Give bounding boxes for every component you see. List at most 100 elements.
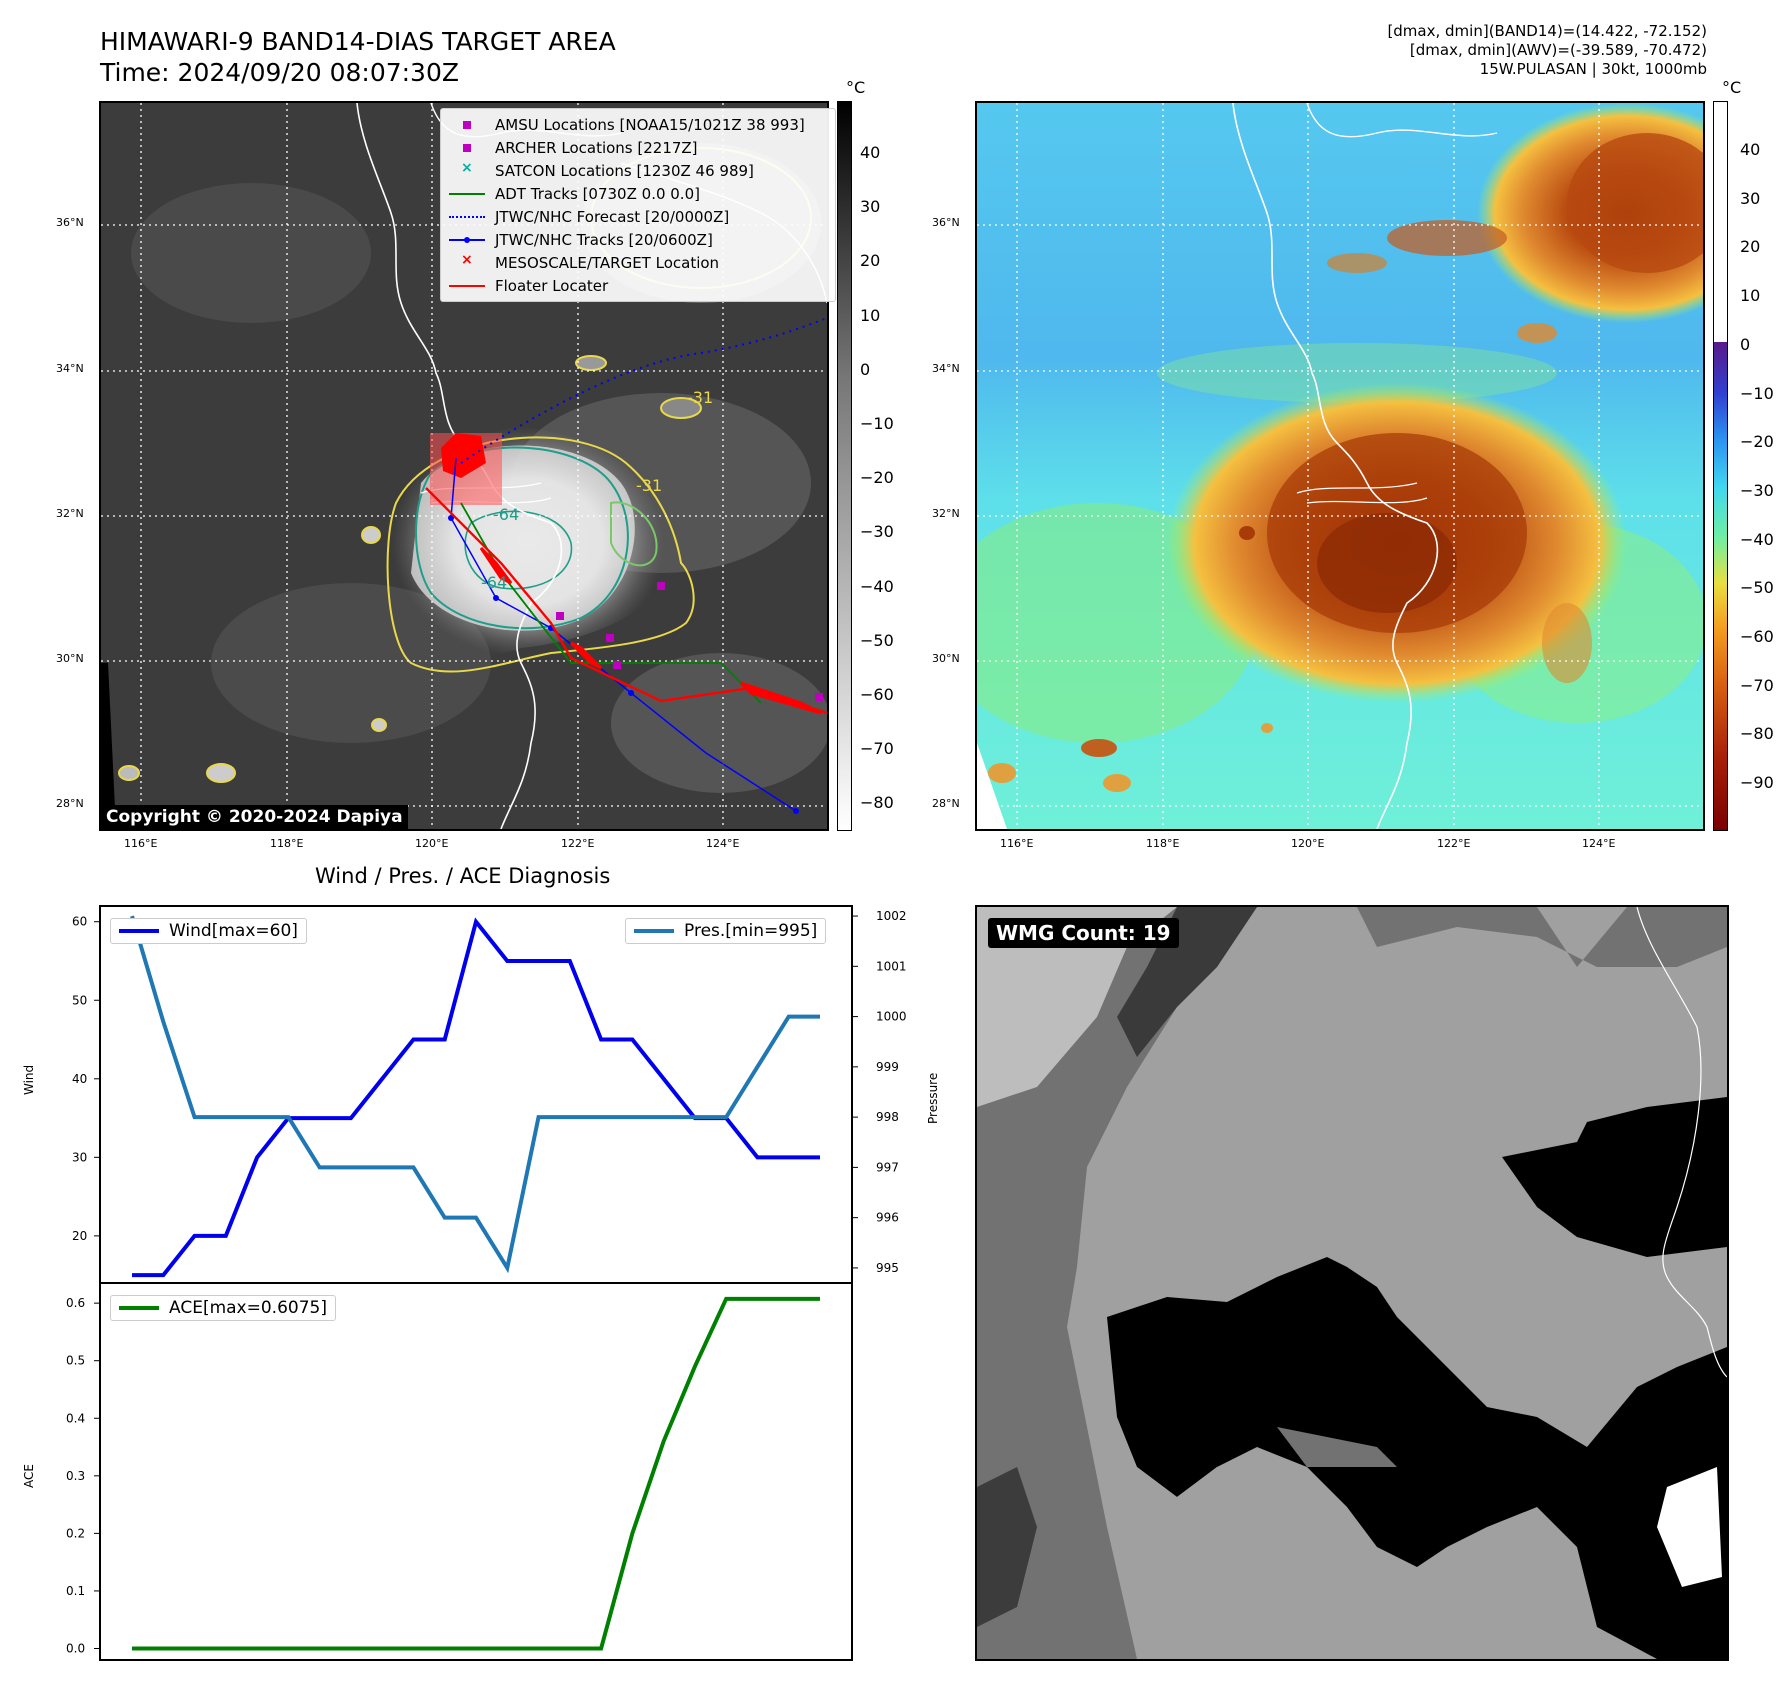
awv-band xyxy=(1327,253,1387,273)
wmg-white xyxy=(1657,1467,1722,1587)
small-cell xyxy=(361,526,381,544)
coastline xyxy=(1232,103,1439,829)
colorbar-left xyxy=(837,101,852,831)
wind-tick-label: 60 xyxy=(72,915,87,929)
floater-blob xyxy=(441,433,486,478)
contour-label: -31 xyxy=(687,388,713,407)
wmg-black-ne xyxy=(1502,1097,1727,1257)
awv-storm-core xyxy=(1317,513,1457,613)
lat-label: 36°N xyxy=(932,216,960,229)
colorbar-tick: −10 xyxy=(1740,383,1774,403)
contour-64 xyxy=(415,446,629,630)
coastline-north xyxy=(1306,103,1498,138)
wmg-mid-dark xyxy=(977,907,1257,1659)
small-cell xyxy=(371,718,387,732)
track-legend: AMSU Locations [NOAA15/1021Z 38 993] ARC… xyxy=(440,108,836,302)
pressure-legend: Pres.[min=995] xyxy=(625,918,827,944)
lat-label: 34°N xyxy=(56,362,84,375)
map-edge-black xyxy=(101,662,116,829)
lat-label: 30°N xyxy=(56,652,84,665)
wmg-dark-band xyxy=(1117,907,1257,1057)
pressure-tick-label: 996 xyxy=(876,1211,899,1225)
colorbar-right xyxy=(1713,101,1728,831)
legend-item-forecast: JTWC/NHC Forecast [20/0000Z] xyxy=(449,205,827,228)
lat-label: 30°N xyxy=(932,652,960,665)
ace-tick-label: 0.5 xyxy=(66,1354,85,1368)
colorbar-tick: 10 xyxy=(860,305,881,325)
contour-label: -64 xyxy=(481,573,507,592)
awv-band xyxy=(1542,603,1592,683)
colorbar-tick: −90 xyxy=(1740,773,1774,793)
pressure-tick-label: 997 xyxy=(876,1160,899,1174)
contour-green xyxy=(610,501,658,567)
wind-legend: Wind[max=60] xyxy=(110,918,307,944)
lat-label: 32°N xyxy=(56,507,84,520)
colorbar-tick: −80 xyxy=(860,793,894,813)
ace-line xyxy=(132,1296,820,1651)
small-cell xyxy=(118,765,140,781)
lon-label: 124°E xyxy=(1582,837,1616,850)
colorbar-tick: −10 xyxy=(860,414,894,433)
ace-legend: ACE[max=0.6075] xyxy=(110,1295,336,1321)
ace-axis-label: ACE xyxy=(22,1464,36,1488)
colorbar-tick: −80 xyxy=(1740,724,1774,744)
ace-tick-label: 0.3 xyxy=(66,1469,85,1483)
ace-frame xyxy=(99,1282,853,1661)
legend-item-adt: ADT Tracks [0730Z 0.0 0.0] xyxy=(449,182,827,205)
colorbar-left-unit: °C xyxy=(846,78,866,97)
ace-legend-line-icon xyxy=(119,1306,159,1310)
awv-map-panel xyxy=(975,101,1705,831)
legend-item-archer: ARCHER Locations [2217Z] xyxy=(449,136,827,159)
gridlines xyxy=(977,103,1703,829)
awv-small-cell xyxy=(988,763,1016,783)
diagnosis-title: Wind / Pres. / ACE Diagnosis xyxy=(315,864,611,888)
wind-tick-label: 30 xyxy=(72,1150,87,1164)
river xyxy=(1296,482,1428,504)
storm-info: 15W.PULASAN | 30kt, 1000mb xyxy=(1479,60,1707,78)
awv-patch xyxy=(1157,343,1557,403)
colorbar-tick: −40 xyxy=(1740,529,1774,549)
wmg-coastline xyxy=(1636,907,1727,1378)
small-cell xyxy=(660,397,702,419)
wind-legend-line-icon xyxy=(119,929,159,933)
lon-label: 120°E xyxy=(415,837,449,850)
colorbar-tick: −70 xyxy=(1740,675,1774,695)
chart-axes: 20 30 40 50 60 995 996 997 998 999 1000 1001 1002 0.0… xyxy=(66,909,907,1655)
colorbar-tick: 0 xyxy=(860,359,871,379)
line-dot-icon xyxy=(449,231,485,249)
colorbar-tick: −30 xyxy=(1740,480,1774,500)
lat-label: 28°N xyxy=(932,797,960,810)
cloud-patch xyxy=(131,183,371,323)
pressure-line xyxy=(130,915,820,1274)
colorbar-right-unit: °C xyxy=(1722,78,1742,97)
contour-label: -31 xyxy=(636,476,662,495)
legend-item-amsu: AMSU Locations [NOAA15/1021Z 38 993] xyxy=(449,113,827,136)
wind-line xyxy=(132,917,820,1278)
lon-label: 116°E xyxy=(124,837,158,850)
colorbar-tick: 40 xyxy=(1740,140,1761,159)
wmg-light xyxy=(977,907,1177,1107)
wind-axis-label: Wind xyxy=(22,1064,36,1095)
lon-label: 124°E xyxy=(706,837,740,850)
contour-label: -64 xyxy=(493,505,519,524)
awv-north-cell xyxy=(1567,133,1703,273)
pressure-series xyxy=(130,915,820,1274)
colorbar-tick: −50 xyxy=(1740,578,1774,598)
small-cell xyxy=(575,355,607,371)
stats-awv: [dmax, dmin](AWV)=(-39.589, -70.472) xyxy=(1409,41,1707,59)
colorbar-tick: 20 xyxy=(1740,237,1761,257)
figure-time: Time: 2024/09/20 08:07:30Z xyxy=(100,58,459,87)
pressure-tick-label: 995 xyxy=(876,1261,899,1275)
lat-label: 36°N xyxy=(56,216,84,229)
ace-tick-label: 0.0 xyxy=(66,1641,85,1655)
legend-item-floater: Floater Locater xyxy=(449,274,827,297)
wind-tick-label: 20 xyxy=(72,1229,87,1243)
lon-label: 122°E xyxy=(561,837,595,850)
colorbar-tick: −30 xyxy=(860,522,894,542)
pressure-legend-line-icon xyxy=(634,929,674,933)
awv-small-cell xyxy=(1517,323,1557,343)
colorbar-tick: 20 xyxy=(860,251,881,271)
pressure-tick-label: 1000 xyxy=(876,1010,907,1024)
pressure-tick-label: 1002 xyxy=(876,909,907,923)
